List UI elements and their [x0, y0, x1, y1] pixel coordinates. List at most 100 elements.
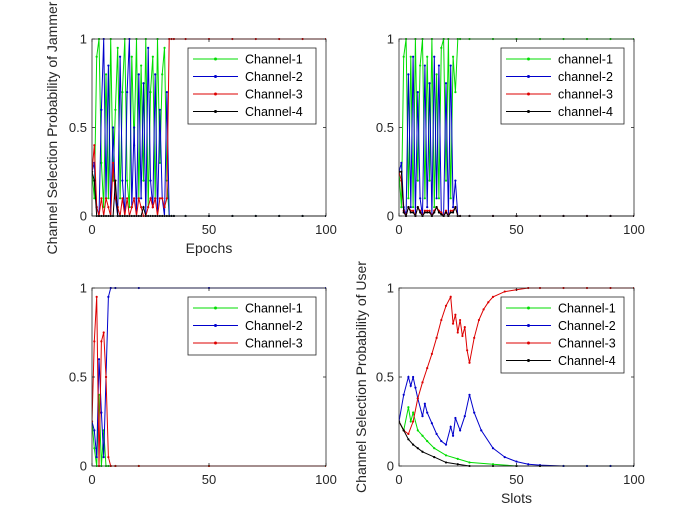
data-point: [468, 461, 471, 464]
data-point: [473, 411, 476, 414]
data-point: [449, 295, 452, 298]
data-point: [100, 161, 103, 164]
data-point: [468, 393, 471, 396]
data-point: [133, 197, 136, 200]
x-tick-label: 50: [509, 472, 523, 487]
data-point: [158, 161, 161, 164]
data-point: [412, 375, 415, 379]
data-point: [433, 211, 436, 214]
legend-marker: [527, 92, 530, 96]
data-point: [121, 91, 124, 94]
data-point: [444, 304, 448, 307]
legend-marker: [214, 75, 217, 78]
data-point: [93, 447, 96, 450]
legend-label-channel-1: Channel-1: [558, 302, 616, 316]
legend: Channel-1 Channel-2 Channel-3: [187, 296, 317, 356]
legend-label-channel-1: Channel-1: [245, 53, 303, 67]
data-point: [491, 463, 495, 466]
data-point: [402, 393, 405, 396]
data-point: [449, 197, 452, 200]
subplot-bottom-left: 0 50 100 0 0.5 1 Channel-1 Channel-2 Channel-3: [69, 281, 337, 488]
subplot-grid: 0 50 10000.51EpochsChannel-1Channel-2Chann…: [69, 32, 645, 507]
data-point: [409, 211, 412, 214]
data-point: [456, 331, 459, 334]
data-point: [400, 170, 403, 173]
legend-marker: [527, 306, 530, 310]
legend-marker: [214, 92, 217, 96]
data-point: [487, 301, 490, 304]
data-point: [93, 340, 96, 343]
legend-marker: [214, 110, 217, 113]
data-point: [402, 429, 405, 432]
data-point: [149, 179, 152, 182]
data-point: [161, 73, 164, 76]
data-point: [142, 82, 145, 85]
data-point: [444, 443, 448, 446]
data-point: [423, 209, 426, 212]
data-point: [459, 429, 462, 432]
data-point: [477, 318, 480, 322]
data-point: [126, 91, 129, 94]
data-point: [163, 46, 166, 49]
data-point: [158, 108, 161, 111]
data-point: [151, 206, 154, 209]
data-point: [142, 179, 145, 182]
data-point: [456, 457, 459, 460]
legend-label-channel-4: Channel-4: [245, 105, 303, 119]
data-point: [407, 406, 410, 409]
x-tick-label: 100: [623, 222, 645, 237]
data-point: [527, 463, 530, 466]
data-point: [407, 375, 410, 379]
legend-marker: [527, 359, 530, 362]
x-tick-label: 0: [395, 472, 402, 487]
data-point: [503, 290, 506, 293]
data-point: [419, 197, 422, 200]
subplot-top-right: 0 50 10000.51channel-1channel-2channel-3ch…: [376, 32, 645, 238]
data-point: [426, 211, 429, 214]
data-point: [440, 213, 443, 216]
data-point: [451, 55, 455, 58]
data-point: [409, 384, 412, 387]
data-point: [93, 144, 96, 147]
data-point: [428, 211, 431, 214]
legend: Channel-1 Channel-2 Channel-3 Channel-4: [187, 47, 317, 125]
data-point: [140, 64, 143, 67]
data-point: [149, 91, 152, 94]
data-point: [151, 55, 154, 58]
data-point: [154, 73, 157, 76]
data-point: [435, 73, 438, 76]
data-point: [121, 179, 124, 182]
data-point: [111, 126, 115, 129]
legend-label-channel-4: channel-4: [558, 105, 613, 119]
data-point: [430, 422, 433, 425]
data-point: [163, 206, 166, 209]
subplot-bottom-right: 0 50 10000.51SlotsChannel-1Channel-2Channe…: [376, 281, 645, 507]
data-point: [400, 206, 403, 209]
data-point: [463, 326, 466, 329]
data-point: [118, 197, 122, 200]
data-point: [454, 313, 457, 316]
data-point: [416, 429, 419, 432]
y-tick-label: 0: [80, 209, 87, 224]
data-point: [421, 415, 424, 418]
data-point: [461, 334, 464, 338]
data-point: [140, 197, 143, 200]
data-point: [454, 206, 457, 209]
legend-marker: [214, 324, 217, 327]
data-point: [102, 206, 105, 209]
data-point: [409, 420, 412, 423]
data-point: [466, 349, 469, 352]
legend-marker: [527, 110, 530, 113]
data-point: [416, 397, 419, 400]
legend-label-channel-3: Channel-3: [245, 88, 303, 102]
data-point: [93, 179, 96, 182]
shared-ylabel-bottom: Channel Selection Probability of User: [353, 261, 369, 493]
data-point: [93, 429, 96, 432]
data-point: [416, 447, 419, 450]
data-point: [426, 209, 429, 212]
x-tick-label: 50: [202, 472, 216, 487]
data-point: [428, 82, 431, 85]
data-point: [147, 46, 150, 49]
y-tick-label: 0.5: [69, 120, 87, 135]
data-point: [433, 447, 436, 450]
